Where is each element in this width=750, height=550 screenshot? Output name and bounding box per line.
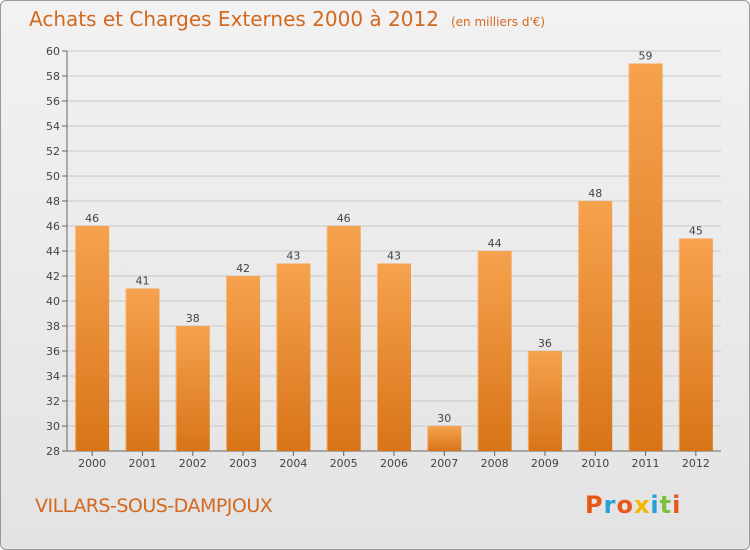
x-tick-labels: 2000 2001 2002 2003 2004 2005 2006 2007 2008 2009…	[78, 457, 710, 470]
bar	[175, 326, 210, 451]
chart-unit: (en milliers d'€)	[450, 15, 546, 29]
bar	[477, 251, 512, 451]
chart-title-text: Achats et Charges Externes 2000 à 2012	[29, 7, 439, 31]
bar-value-label: 36	[538, 337, 552, 350]
bar	[427, 426, 462, 451]
bar	[578, 201, 613, 451]
bar-value-label: 38	[186, 312, 200, 325]
bar-value-label: 42	[236, 262, 250, 275]
y-tick-label: 38	[46, 320, 60, 333]
bar-value-label: 43	[286, 250, 300, 263]
bars	[75, 63, 713, 451]
bar-value-label: 44	[488, 237, 502, 250]
x-tick-label: 2007	[430, 457, 458, 470]
location-name: VILLARS-SOUS-DAMPJOUX	[35, 495, 273, 517]
bar	[326, 226, 361, 451]
y-tick-label: 46	[46, 220, 60, 233]
y-tick-label: 60	[46, 45, 60, 58]
bar	[678, 238, 713, 451]
x-tick-label: 2006	[380, 457, 408, 470]
bar	[377, 263, 411, 451]
bar	[276, 263, 311, 451]
bar-value-label: 48	[588, 187, 602, 200]
logo-letter: r	[603, 491, 617, 519]
x-tick-label: 2010	[581, 457, 609, 470]
y-tick-label: 32	[46, 395, 60, 408]
y-tick-label: 34	[46, 370, 60, 383]
y-tick-label: 42	[46, 270, 60, 283]
x-tick-label: 2008	[481, 457, 509, 470]
bar-value-label: 45	[689, 225, 703, 238]
value-labels: 46 41 38 42 43 46 43 30 44 36 48 59 45	[85, 50, 703, 426]
y-tick-label: 44	[46, 245, 60, 258]
bar-value-label: 59	[639, 50, 653, 63]
x-tick-label: 2005	[330, 457, 358, 470]
bar-value-label: 46	[85, 212, 99, 225]
logo-letter: t	[659, 491, 673, 519]
y-tick-label: 30	[46, 420, 60, 433]
bar-value-label: 46	[337, 212, 351, 225]
bar	[125, 288, 160, 451]
y-tick-label: 48	[46, 195, 60, 208]
bar	[527, 351, 562, 451]
y-tick-label: 54	[46, 120, 60, 133]
y-tick-label: 52	[46, 145, 60, 158]
x-tick-label: 2009	[531, 457, 559, 470]
y-tick-label: 28	[46, 445, 60, 458]
bar	[226, 276, 261, 451]
x-tick-label: 2001	[128, 457, 156, 470]
chart-title: Achats et Charges Externes 2000 à 2012 (e…	[29, 7, 545, 31]
bar-value-label: 43	[387, 250, 401, 263]
bar-value-label: 30	[437, 412, 451, 425]
y-tick-labels: 28 30 32 34 36 38 40 42 44 46 48 50 52 54 56 58 60	[46, 45, 60, 458]
proxiti-logo[interactable]: Proxiti	[585, 491, 681, 519]
x-tick-label: 2002	[179, 457, 207, 470]
logo-letter: x	[633, 491, 651, 519]
y-tick-label: 36	[46, 345, 60, 358]
logo-letter: o	[616, 491, 634, 519]
logo-letter: P	[585, 491, 604, 519]
x-tick-label: 2012	[682, 457, 710, 470]
bar	[75, 226, 110, 451]
bar	[628, 63, 663, 451]
y-tick-label: 58	[46, 70, 60, 83]
bar-value-label: 41	[135, 275, 149, 288]
y-tick-label: 50	[46, 170, 60, 183]
x-tick-label: 2004	[279, 457, 307, 470]
x-tick-label: 2003	[229, 457, 257, 470]
logo-letter: i	[650, 491, 660, 519]
y-tick-label: 40	[46, 295, 60, 308]
x-tick-label: 2000	[78, 457, 106, 470]
logo-letter: i	[672, 491, 682, 519]
x-tick-label: 2011	[632, 457, 660, 470]
y-tick-label: 56	[46, 95, 60, 108]
